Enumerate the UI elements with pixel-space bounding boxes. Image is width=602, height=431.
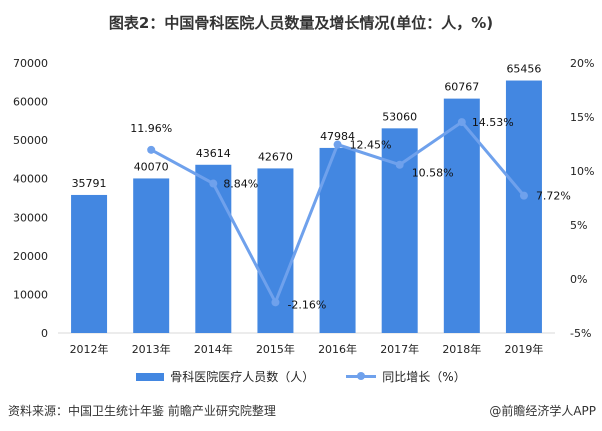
x-axis-tick: 2014年 <box>194 342 233 356</box>
bar-swatch-icon <box>136 372 165 381</box>
growth-value-label: 10.58% <box>412 167 454 180</box>
bar-value-label: 35791 <box>72 177 107 190</box>
x-axis-tick: 2012年 <box>70 342 109 356</box>
bar <box>381 128 418 333</box>
right-axis-tick: 10% <box>570 165 594 178</box>
bar-value-label: 43614 <box>196 147 231 160</box>
right-axis-tick: -5% <box>570 327 591 340</box>
right-axis-tick: 20% <box>570 57 594 70</box>
right-axis-tick: 15% <box>570 111 594 124</box>
right-axis-tick: 5% <box>570 219 587 232</box>
x-axis-tick: 2018年 <box>442 342 481 356</box>
growth-point <box>395 160 404 169</box>
bar <box>195 164 232 333</box>
growth-value-label: 14.53% <box>472 116 514 129</box>
x-axis-tick: 2017年 <box>380 342 419 356</box>
bar-value-label: 60767 <box>444 81 479 94</box>
x-axis-tick: 2015年 <box>256 342 295 356</box>
bar-value-label: 47984 <box>320 130 355 143</box>
left-axis-tick: 30000 <box>13 211 48 224</box>
bar-value-label: 40070 <box>134 160 169 173</box>
growth-value-label: 7.72% <box>536 190 571 203</box>
growth-value-label: -2.16% <box>287 298 326 311</box>
bar <box>71 194 108 333</box>
left-axis-tick: 60000 <box>13 96 48 109</box>
legend-item-line: 同比增长（%） <box>346 368 466 385</box>
left-axis-tick: 20000 <box>13 250 48 263</box>
bar <box>443 98 480 333</box>
left-axis-tick: 70000 <box>13 57 48 70</box>
legend-item-bar: 骨科医院医疗人员数（人） <box>136 368 314 385</box>
growth-point <box>147 145 156 154</box>
legend-line-label: 同比增长（%） <box>382 370 466 384</box>
growth-value-label: 12.45% <box>350 139 392 152</box>
left-axis-tick: 40000 <box>13 173 48 186</box>
bar-value-label: 42670 <box>258 150 293 163</box>
bar <box>133 178 170 333</box>
x-axis-tick: 2013年 <box>132 342 171 356</box>
x-axis-tick: 2019年 <box>504 342 543 356</box>
bar <box>505 80 542 333</box>
growth-point <box>271 298 280 307</box>
right-axis-tick: 0% <box>570 273 587 286</box>
growth-point <box>333 140 342 149</box>
growth-point <box>519 191 528 200</box>
legend-bar-label: 骨科医院医疗人员数（人） <box>170 370 315 384</box>
bar-value-label: 65456 <box>506 63 541 76</box>
growth-point <box>209 179 218 188</box>
credit: @前瞻经济学人APP <box>489 404 596 418</box>
growth-value-label: 11.96% <box>130 122 172 135</box>
bar-value-label: 53060 <box>382 110 417 123</box>
x-axis-tick: 2016年 <box>318 342 357 356</box>
growth-point <box>457 118 466 127</box>
left-axis-tick: 50000 <box>13 134 48 147</box>
line-swatch-icon <box>346 372 377 380</box>
source-note: 资料来源：中国卫生统计年鉴 前瞻产业研究院整理 <box>8 404 276 418</box>
legend: 骨科医院医疗人员数（人） 同比增长（%） <box>0 368 602 385</box>
left-axis-tick: 10000 <box>13 288 48 301</box>
left-axis-tick: 0 <box>41 327 48 340</box>
growth-value-label: 8.84% <box>223 178 258 191</box>
chart-title: 图表2：中国骨科医院人员数量及增长情况(单位：人，%) <box>108 14 494 32</box>
